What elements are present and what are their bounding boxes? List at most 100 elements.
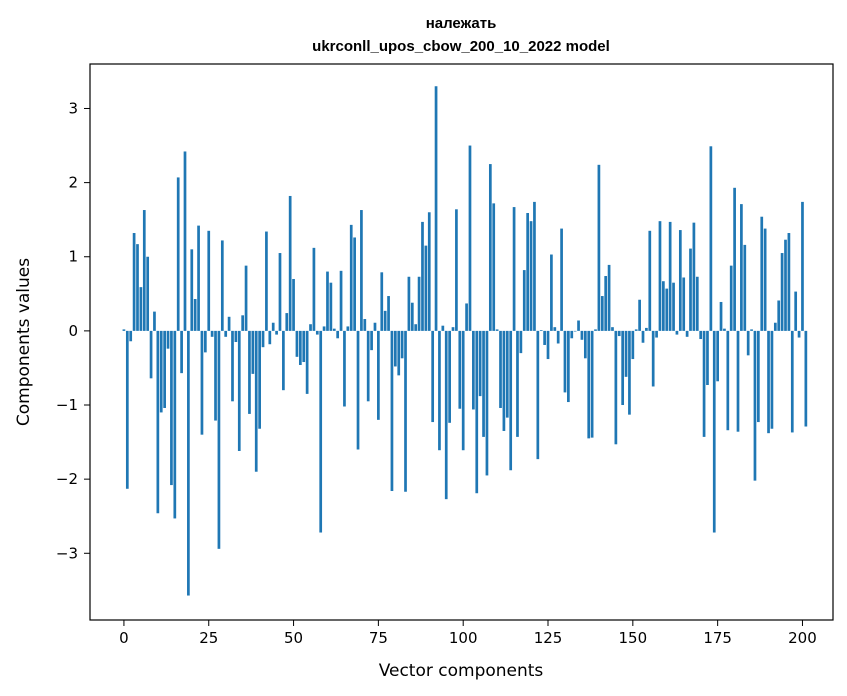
bar xyxy=(261,330,265,348)
bar xyxy=(377,330,380,420)
bar xyxy=(282,330,285,391)
bar xyxy=(499,330,502,408)
bar xyxy=(638,299,641,331)
bar xyxy=(607,264,611,331)
bar xyxy=(292,278,295,331)
bar xyxy=(736,330,740,432)
bar xyxy=(668,221,672,331)
bar xyxy=(621,330,625,406)
bar xyxy=(434,86,438,331)
bar xyxy=(472,330,475,410)
bar xyxy=(132,233,136,331)
bar xyxy=(237,330,241,451)
bar xyxy=(315,330,319,335)
bar xyxy=(346,326,350,331)
bar xyxy=(556,330,560,344)
bar xyxy=(326,271,329,331)
bar xyxy=(366,330,370,402)
bar xyxy=(539,330,543,331)
bar xyxy=(780,253,784,331)
bar xyxy=(298,330,302,365)
bar xyxy=(197,225,200,331)
x-tick-label: 200 xyxy=(788,629,817,647)
bar xyxy=(723,328,726,331)
bar xyxy=(563,330,567,393)
bar xyxy=(414,324,418,331)
bar xyxy=(573,330,577,332)
bar xyxy=(231,330,234,402)
bar xyxy=(163,330,166,408)
bar xyxy=(543,330,546,345)
bar xyxy=(509,330,513,471)
bar xyxy=(590,330,594,438)
bar xyxy=(777,300,781,331)
bar xyxy=(234,330,238,342)
y-tick-label: 2 xyxy=(68,174,78,192)
bar xyxy=(360,210,363,331)
bar xyxy=(441,325,445,331)
bar xyxy=(400,330,404,359)
bar xyxy=(153,311,156,331)
x-tick-label: 25 xyxy=(199,629,218,647)
bar xyxy=(173,330,177,519)
bar xyxy=(706,330,709,385)
bar xyxy=(410,302,414,331)
bar xyxy=(139,287,143,331)
bar xyxy=(770,330,774,429)
x-tick-label: 150 xyxy=(619,629,648,647)
bar xyxy=(600,296,604,331)
bar xyxy=(631,330,635,360)
bar xyxy=(587,330,591,439)
bar xyxy=(746,330,750,356)
bar xyxy=(254,330,258,472)
y-tick-label: 1 xyxy=(68,248,78,266)
bar xyxy=(404,330,407,492)
x-tick-label: 75 xyxy=(369,629,388,647)
bar xyxy=(712,330,716,533)
bar xyxy=(309,324,312,331)
bars-group xyxy=(122,86,808,596)
bar xyxy=(187,330,190,596)
bar xyxy=(801,201,804,331)
bar xyxy=(502,330,506,431)
y-axis-label: Components values xyxy=(14,258,34,426)
bar xyxy=(427,212,431,331)
bar xyxy=(804,330,808,427)
bar xyxy=(794,291,798,331)
bar xyxy=(370,330,373,351)
x-tick-label: 0 xyxy=(119,629,129,647)
x-axis-label: Vector components xyxy=(379,661,544,681)
bar xyxy=(617,330,621,337)
bar xyxy=(682,277,686,331)
bar xyxy=(329,282,333,331)
chart-title-line-2: ukrconll_upos_cbow_200_10_2022 model xyxy=(312,38,610,55)
bar xyxy=(125,330,129,489)
bar xyxy=(658,221,662,331)
bar xyxy=(475,330,479,494)
bar xyxy=(767,330,770,434)
bar xyxy=(550,254,553,331)
y-tick-label: 0 xyxy=(68,322,78,340)
bar xyxy=(421,221,424,331)
bar xyxy=(495,329,499,331)
bar xyxy=(180,330,183,374)
bar xyxy=(628,330,631,415)
bar xyxy=(448,330,451,423)
bar xyxy=(159,330,163,413)
bar xyxy=(295,330,299,357)
bar xyxy=(214,330,217,421)
x-tick-label: 175 xyxy=(703,629,732,647)
bar xyxy=(757,330,760,423)
bar xyxy=(505,330,509,418)
bar xyxy=(244,265,248,331)
bar xyxy=(692,222,696,331)
bar xyxy=(594,329,597,331)
bar xyxy=(129,330,133,342)
bar xyxy=(349,224,353,331)
bar xyxy=(604,276,608,331)
bar xyxy=(634,329,638,331)
bar xyxy=(685,330,689,337)
y-tick-label: −1 xyxy=(56,396,78,414)
